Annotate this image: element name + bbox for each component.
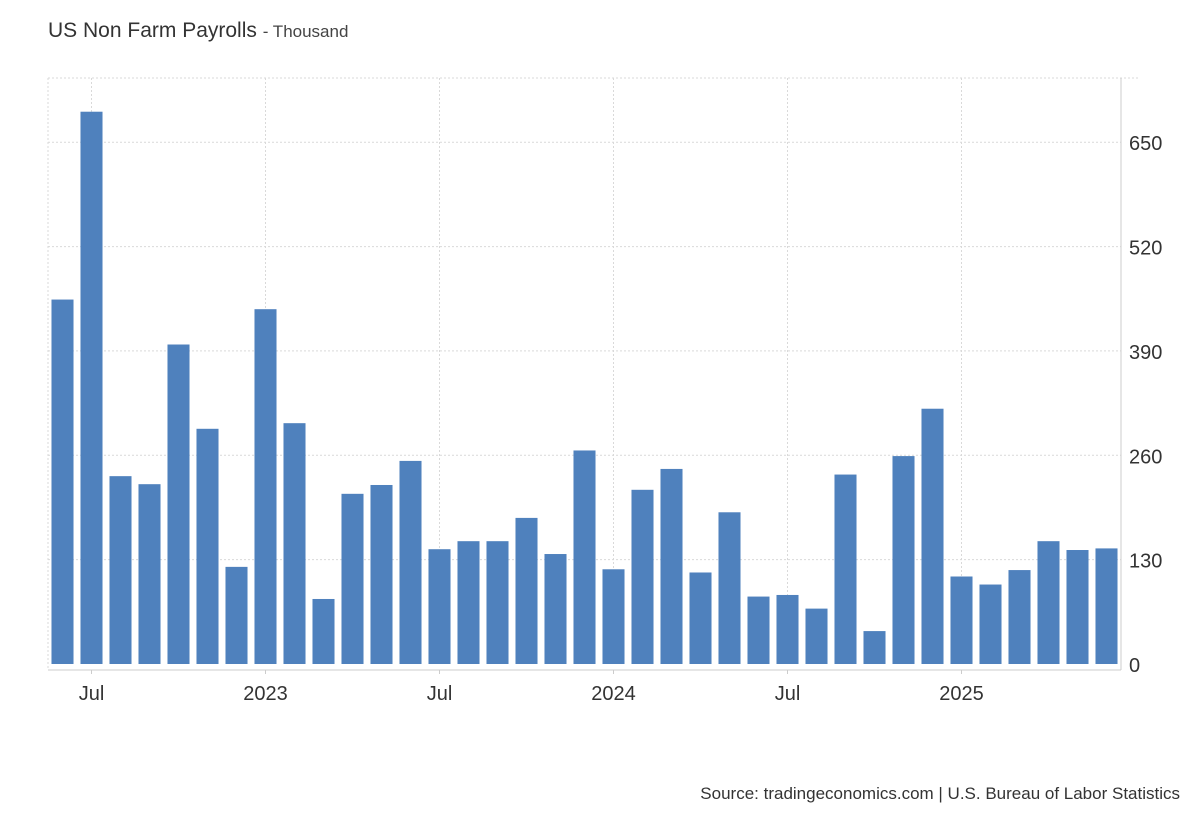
bar <box>51 299 74 664</box>
bar <box>515 517 538 664</box>
bar <box>167 344 190 664</box>
chart-unit-label: - Thousand <box>262 22 349 41</box>
bar <box>457 541 480 664</box>
x-tick-label: 2024 <box>591 683 636 705</box>
bar <box>863 631 886 664</box>
bar <box>689 572 712 664</box>
y-tick-label: 650 <box>1129 133 1162 155</box>
y-tick-label: 390 <box>1129 342 1162 364</box>
y-tick-label: 260 <box>1129 446 1162 468</box>
chart-title: US Non Farm Payrolls - Thousand <box>48 19 348 43</box>
bar <box>109 476 132 664</box>
bar <box>776 594 799 664</box>
x-tick-label: Jul <box>427 683 453 705</box>
bar <box>196 428 219 664</box>
bar <box>1095 548 1118 664</box>
bar <box>428 549 451 664</box>
bar <box>370 484 393 664</box>
bar <box>138 484 161 664</box>
y-tick-label: 520 <box>1129 238 1162 260</box>
bar <box>660 468 683 664</box>
bar <box>225 566 248 664</box>
x-tick-label: Jul <box>79 683 105 705</box>
source-note: Source: tradingeconomics.com | U.S. Bure… <box>700 784 1180 803</box>
bar <box>747 596 770 664</box>
bar <box>573 450 596 664</box>
bar <box>486 541 509 664</box>
y-tick-label: 0 <box>1129 655 1140 677</box>
x-tick-label: 2023 <box>243 683 288 705</box>
bar <box>283 423 306 664</box>
bar <box>1037 541 1060 664</box>
bar <box>341 493 364 664</box>
bar-chart: 0 130 260 390 520 650 Jul 2023 Jul 2024 Jul 2025 <box>47 77 1162 705</box>
x-tick-label: 2025 <box>939 683 984 705</box>
bar <box>80 111 103 664</box>
bar <box>631 489 654 664</box>
bar <box>718 512 741 664</box>
bar <box>979 584 1002 664</box>
bar <box>312 598 335 664</box>
bar <box>544 554 567 664</box>
bar <box>921 408 944 664</box>
bar <box>950 576 973 664</box>
chart-title-text: US Non Farm Payrolls <box>48 19 257 42</box>
bar <box>602 569 625 664</box>
bar <box>834 474 857 664</box>
x-tick-label: Jul <box>775 683 801 705</box>
bar <box>892 456 915 664</box>
bar <box>1066 550 1089 664</box>
bar <box>254 309 277 664</box>
y-tick-label: 130 <box>1129 551 1162 573</box>
bar <box>805 608 828 664</box>
bar <box>1008 570 1031 664</box>
bar <box>399 460 422 664</box>
